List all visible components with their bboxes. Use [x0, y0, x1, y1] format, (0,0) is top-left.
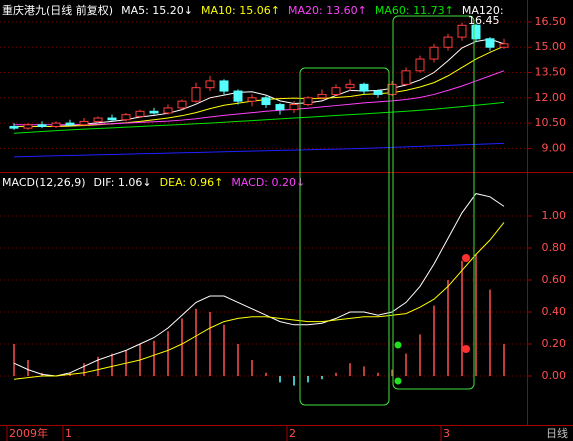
x-tick-label: 2009年 [9, 426, 48, 440]
y-tick-label: 13.50 [535, 66, 567, 79]
ma-line [13, 142, 505, 158]
candle-body [415, 58, 425, 72]
high-annotation: 16.45 [468, 14, 500, 27]
ma-line [13, 193, 505, 377]
candle-body [23, 124, 33, 129]
candle-body [373, 90, 383, 95]
candle-body [331, 87, 341, 95]
legend-entry: MACD: 0.20↓ [231, 176, 305, 189]
ma-line [13, 222, 505, 380]
candle-body [121, 114, 131, 121]
highlight-box [392, 15, 475, 390]
y-tick-label: 0.80 [542, 241, 567, 254]
candle-body [163, 107, 173, 114]
candle-body [345, 83, 355, 89]
candle-body [135, 110, 145, 117]
candle-body [9, 125, 19, 129]
candle-body [401, 70, 411, 85]
candle-body [219, 80, 229, 92]
candle-body [107, 117, 117, 121]
candle-body [205, 80, 215, 89]
highlight-box [299, 67, 390, 406]
y-tick-label: 16.50 [535, 15, 567, 28]
legend-entry: DEA: 0.96↑ [160, 176, 224, 189]
legend-entry: MA60: 11.73↑ [375, 4, 454, 17]
candle-body [289, 104, 299, 111]
candle-body [79, 120, 89, 126]
candle-body [65, 122, 75, 126]
y-tick-label: 0.00 [542, 369, 567, 382]
signal-dot [394, 377, 402, 385]
signal-dot [462, 254, 470, 262]
ma-line [14, 45, 505, 127]
legend-entry: MA20: 13.60↑ [288, 4, 367, 17]
candle-body [177, 100, 187, 109]
x-tick-label: 3 [443, 427, 450, 440]
legend-entry: MA120: [462, 4, 504, 17]
ma-line [14, 70, 505, 126]
x-tick-label: 1 [65, 427, 72, 440]
candle-body [317, 93, 327, 99]
candle-body [443, 36, 453, 48]
legend-title: 重庆港九(日线 前复权) [2, 3, 113, 17]
ma-line [13, 101, 505, 134]
legend-entry: MA5: 15.20↓ [121, 4, 193, 17]
signal-dot [462, 345, 470, 353]
y-tick-label: 0.60 [542, 273, 567, 286]
legend-title: MACD(12,26,9) [2, 176, 86, 189]
legend-entry: DIF: 1.06↓ [94, 176, 152, 189]
candle-body [429, 46, 439, 60]
candle-body [149, 110, 159, 114]
candle-body [247, 97, 257, 102]
candle-body [499, 43, 509, 48]
candle-body [37, 124, 47, 127]
y-tick-label: 1.00 [542, 209, 567, 222]
candle-body [51, 122, 61, 127]
y-tick-label: 9.00 [542, 141, 567, 154]
price-legend: 重庆港九(日线 前复权) MA5: 15.20↓ MA10: 15.06↑ MA20:… [2, 3, 504, 17]
y-tick-label: 0.40 [542, 305, 567, 318]
candle-body [485, 38, 495, 48]
candle-body [359, 83, 369, 92]
plot-area [0, 21, 527, 386]
candle-body [191, 87, 201, 102]
candle-body [471, 24, 481, 40]
period-label: 日线 [546, 426, 568, 440]
candle-body [275, 104, 285, 111]
y-tick-label: 15.00 [535, 40, 567, 53]
candle-body [457, 24, 467, 38]
candle-body [387, 83, 397, 95]
macd-legend: MACD(12,26,9) DIF: 1.06↓ DEA: 0.96↑ MACD: 0… [2, 176, 305, 189]
candle-body [93, 117, 103, 122]
x-tick-label: 2 [289, 427, 296, 440]
signal-dot [394, 341, 402, 349]
legend-entry: MA10: 15.06↑ [201, 4, 280, 17]
candle-body [261, 97, 271, 106]
ma-line [14, 38, 505, 127]
y-tick-label: 10.50 [535, 116, 567, 129]
candle-body [233, 90, 243, 102]
candle-body [303, 97, 313, 106]
y-tick-label: 12.00 [535, 91, 567, 104]
y-tick-label: 0.20 [542, 337, 567, 350]
